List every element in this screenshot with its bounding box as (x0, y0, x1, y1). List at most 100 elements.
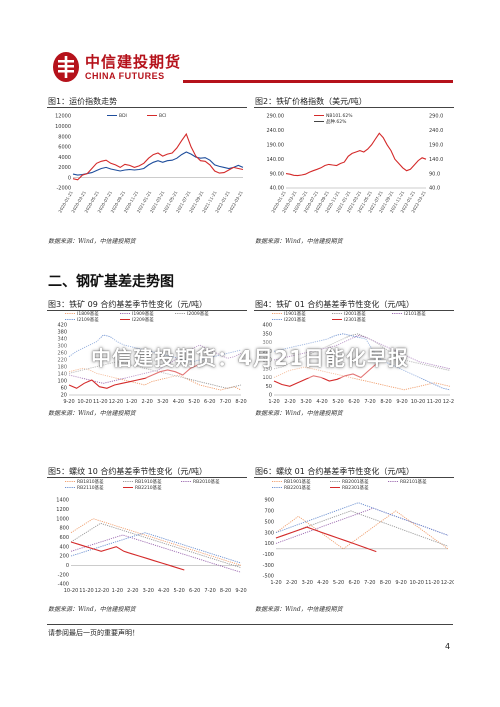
legend-label: RB2001基差 (342, 478, 369, 485)
series-line (68, 364, 199, 389)
brand-mark-icon (53, 52, 79, 82)
x-tick-label: 5-20 (332, 399, 343, 405)
y-tick-label: 0 (269, 393, 272, 399)
y-tick-label-right: 290.0 (429, 114, 443, 120)
y-tick-label-right: 40.0 (429, 186, 440, 192)
legend-label: RB2210基差 (135, 484, 162, 491)
x-tick-label: 2-20 (127, 588, 138, 594)
figure-4-chart: 400 350 300 250 200 150 100 50 01-20 2-20 3-20 4-20… (254, 311, 454, 407)
series-line (275, 502, 449, 536)
chart-4-svg: 400 350 300 250 200 150 100 50 01-20 2-20 3-20 4-20… (262, 311, 454, 405)
chart-1-svg: 120001000080006000400020000-20002020-01-… (55, 113, 244, 214)
y-tick-label: 300 (262, 340, 272, 346)
figure-3-chart: 42038034030026022018014010060209-2010-20… (47, 311, 247, 407)
x-tick-label: 6-20 (204, 399, 215, 405)
legend-label: I2301基差 (344, 316, 366, 323)
series-line (70, 534, 242, 573)
y-tick-label: 240.00 (267, 128, 285, 134)
x-tick-label: 2-20 (286, 580, 297, 586)
legend-label: I2009基差 (187, 311, 209, 317)
disclaimer-text: 请参阅最后一页的重要声明！ (48, 629, 139, 637)
legend-label: I2109基差 (77, 316, 99, 323)
figure-4-title: 图4：铁矿 01 合约基差季节性变化（元/吨） (255, 300, 415, 309)
x-tick-label: 1-20 (270, 580, 281, 586)
y-tick-label: 220 (57, 358, 67, 364)
legend-label: BDI (119, 113, 127, 119)
x-tick-label: 4-20 (317, 580, 328, 586)
y-tick-label: 300 (57, 344, 67, 350)
y-tick-label: 90.00 (270, 171, 284, 177)
x-tick-label: 11-20 (79, 588, 94, 594)
x-tick-label: 2-20 (142, 399, 153, 405)
figure-5-source: 数据来源：Wind，中信建投期货 (48, 606, 136, 613)
x-tick-label: 6-20 (348, 399, 359, 405)
series-line (273, 363, 378, 387)
y-tick-label: 290.00 (267, 114, 285, 120)
y-tick-label: 50 (266, 384, 272, 390)
y-tick-label: 420 (57, 323, 67, 329)
figure-5-title: 图5：螺纹 10 合约基差季节性变化（元/吨） (48, 467, 208, 476)
x-tick-label: 5-20 (188, 399, 199, 405)
y-tick-label: 140.00 (267, 157, 285, 163)
x-tick-label: 5-20 (333, 580, 344, 586)
x-tick-label: 5-20 (174, 588, 185, 594)
y-tick-label: 190.00 (267, 143, 285, 149)
series-line (273, 333, 451, 391)
y-tick-label: 12000 (55, 114, 71, 120)
x-tick-label: 1-20 (112, 588, 123, 594)
x-tick-label: 3-20 (300, 399, 311, 405)
series-line (72, 132, 244, 181)
y-tick-label: 200 (59, 554, 69, 560)
y-tick-label: 0 (68, 175, 71, 181)
series-line (70, 532, 242, 564)
figure-2-rule (254, 107, 454, 108)
legend-label: RB2110基差 (77, 484, 104, 491)
section-title: 二、钢矿基差走势图 (48, 274, 174, 290)
x-tick-label: 12-20 (441, 580, 454, 586)
x-tick-label: 4-20 (158, 588, 169, 594)
x-tick-label: 8-20 (380, 399, 391, 405)
series-line (285, 132, 427, 177)
x-tick-label: 7-20 (364, 399, 375, 405)
y-tick-label: 400 (262, 323, 272, 329)
x-tick-label: 8-20 (220, 588, 231, 594)
figure-1-chart: 12000 10000 8000 6000 4000 2000 0 -2000 2020-01-… (47, 108, 247, 234)
x-tick-label: 10-20 (409, 580, 424, 586)
y-tick-label: 150 (262, 366, 272, 372)
series-line (275, 510, 449, 550)
x-tick-label: 7-20 (204, 588, 215, 594)
legend-label: I1901基差 (284, 311, 306, 317)
y-tick-label: 6000 (58, 145, 71, 151)
x-tick-label: 2-20 (284, 399, 295, 405)
y-tick-label: 100 (262, 375, 272, 381)
figure-2-chart: 290.00 240.00 190.00 140.00 90.00 40.00 290.0 2… (254, 108, 454, 234)
x-tick-label: 10-20 (77, 399, 92, 405)
series-line (275, 526, 377, 553)
x-tick-label: 7-20 (220, 399, 231, 405)
x-tick-label: 11-20 (427, 399, 442, 405)
figure-4-source: 数据来源：Wind，中信建投期货 (255, 410, 343, 417)
x-tick-label: 11-20 (425, 580, 440, 586)
y-tick-label: 250 (262, 349, 272, 355)
x-tick-label: 6-20 (349, 580, 360, 586)
y-tick-label: 800 (59, 526, 69, 532)
y-tick-label-right: 240.0 (429, 128, 443, 134)
figure-5-chart: 1400 1200 1000 800 600 400 200 0 -200 -400 10-20 11… (47, 478, 247, 602)
x-tick-label: 1-20 (268, 399, 279, 405)
series-line (68, 367, 242, 391)
figure-3-title: 图3：铁矿 09 合约基差季节性变化（元/吨） (48, 300, 208, 309)
x-tick-label: 4-20 (173, 399, 184, 405)
x-tick-label: 9-20 (395, 580, 406, 586)
series-line (68, 334, 242, 363)
legend-label: I2101基差 (404, 311, 426, 317)
legend-label: RB2101基差 (400, 478, 427, 485)
x-tick-label: 10-20 (64, 588, 79, 594)
legend-label: I2201基差 (284, 316, 306, 323)
y-tick-label: 100 (57, 379, 67, 385)
x-tick-label: 12-20 (95, 588, 110, 594)
x-tick-label: 3-20 (143, 588, 154, 594)
y-tick-label: 200 (262, 358, 272, 364)
brand-name-cn: 中信建投期货 (85, 53, 182, 71)
figure-1-source: 数据来源：Wind，中信建投期货 (48, 238, 136, 245)
